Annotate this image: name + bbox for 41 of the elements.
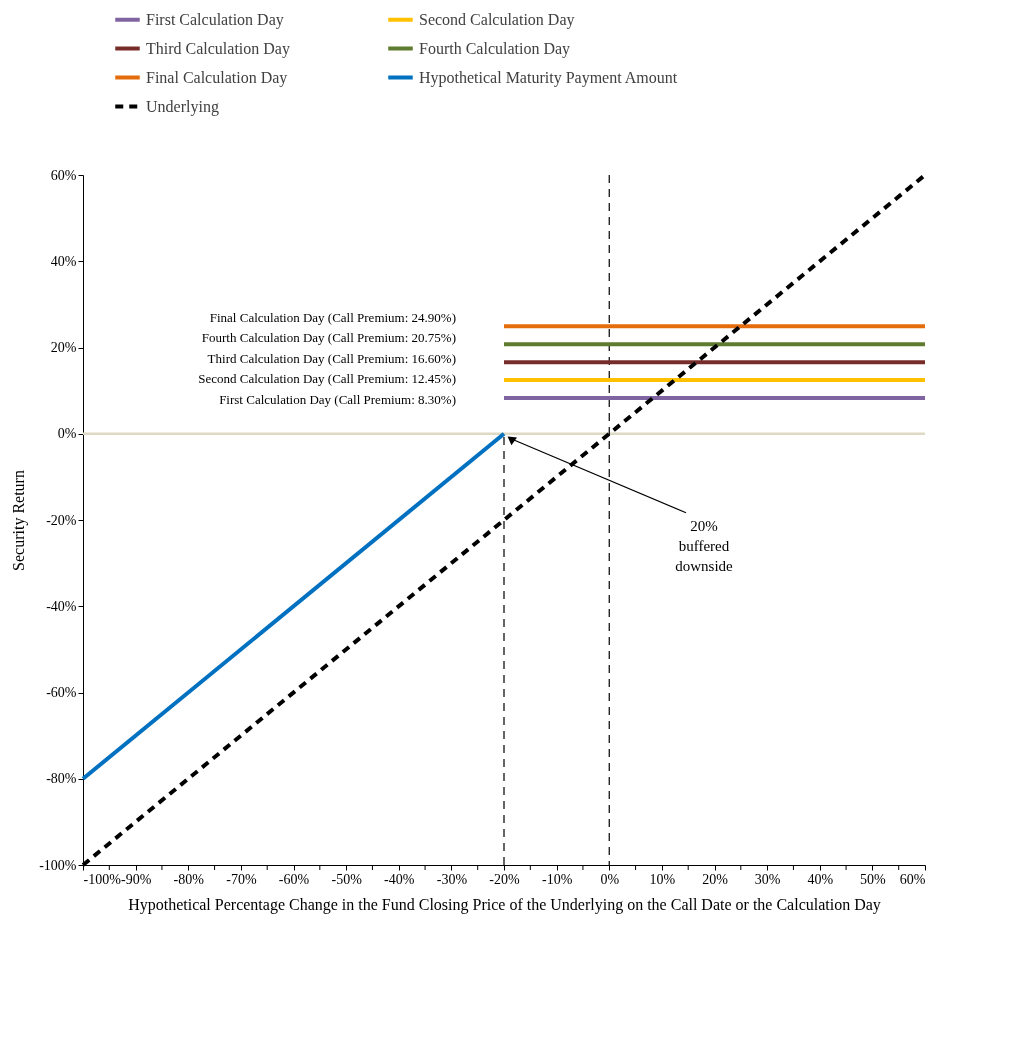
- annotation: Fourth Calculation Day (Call Premium: 20.75%): [201, 330, 456, 346]
- legend-label: Underlying: [146, 97, 219, 116]
- x-tick-label: -30%: [436, 871, 468, 887]
- x-tick-label: 60%: [899, 871, 926, 887]
- y-tick-label: 60%: [50, 167, 77, 183]
- legend-label: Final Calculation Day: [146, 68, 288, 87]
- annotation: 20% buffered downside: [675, 517, 734, 574]
- x-tick-label: 20%: [702, 871, 729, 887]
- x-tick-label: -50%: [331, 871, 363, 887]
- x-tick-label: -40%: [384, 871, 415, 887]
- legend-label: Third Calculation Day: [146, 39, 290, 58]
- y-tick-label: -40%: [46, 598, 77, 614]
- x-tick-label: 40%: [807, 871, 834, 887]
- x-tick-label: 50%: [860, 871, 887, 887]
- y-tick-label: -60%: [46, 685, 77, 700]
- y-tick-label: 40%: [50, 253, 77, 269]
- x-tick-label: -10%: [541, 871, 573, 887]
- annotation: Third Calculation Day (Call Premium: 16.60%): [207, 350, 456, 366]
- legend-label: Second Calculation Day: [419, 10, 575, 29]
- x-tick-label: -70%: [226, 871, 257, 887]
- y-tick-label: 20%: [50, 340, 77, 355]
- x-tick-label: -80%: [173, 871, 205, 887]
- y-tick-label: -20%: [46, 512, 77, 528]
- x-tick-label: -60%: [278, 871, 310, 887]
- legend-label: Fourth Calculation Day: [419, 39, 571, 58]
- x-tick-label: 0%: [600, 871, 620, 887]
- y-tick-label: -80%: [46, 771, 77, 787]
- y-tick-label: -100%: [39, 857, 77, 873]
- x-tick-label: 30%: [754, 871, 781, 887]
- annotation: Second Calculation Day (Call Premium: 12.45%): [198, 371, 456, 387]
- x-tick-label: 10%: [649, 871, 676, 887]
- y-tick-label: 0%: [57, 426, 77, 442]
- annotation: First Calculation Day (Call Premium: 8.30%): [219, 391, 456, 407]
- legend-label: Hypothetical Maturity Payment Amount: [419, 68, 678, 87]
- x-tick-label: -20%: [489, 871, 520, 887]
- legend-label: First Calculation Day: [146, 10, 284, 29]
- annotation: Final Calculation Day (Call Premium: 24.90%): [209, 309, 456, 325]
- x-tick-label: -90%: [120, 871, 152, 887]
- y-axis-title: Security Return: [10, 470, 29, 571]
- x-tick-label: -100%: [83, 871, 122, 887]
- x-axis-title: Hypothetical Percentage Change in the Fund Closing Price of the Underlying on the Call Date or the Calculation Day: [128, 895, 881, 914]
